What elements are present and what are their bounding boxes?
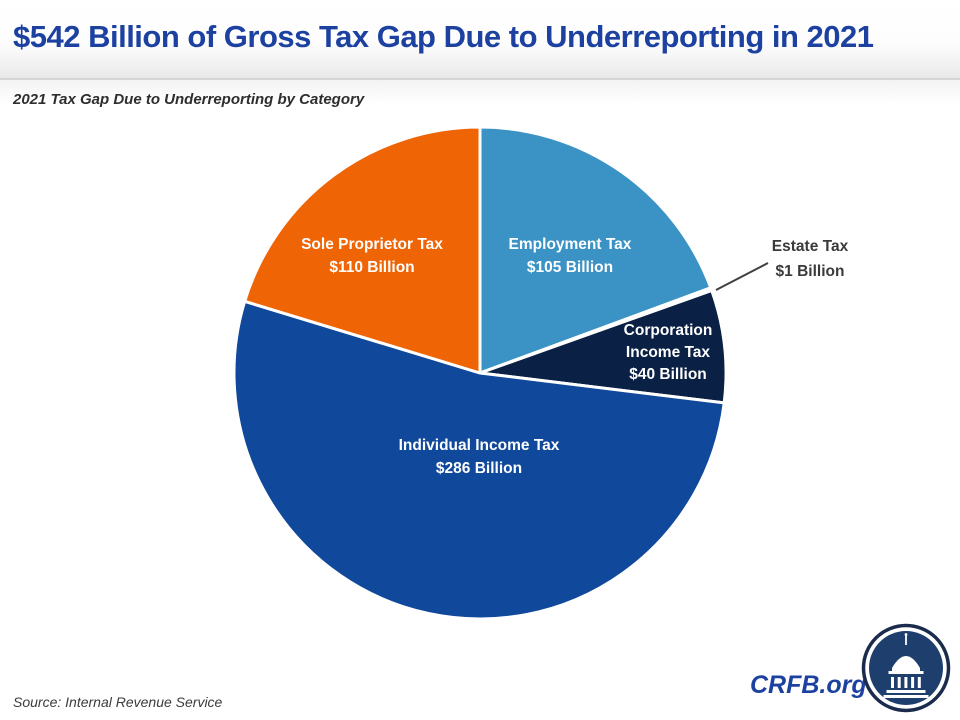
capitol-icon [883,633,929,698]
pie-label-sole-proprietor-tax: Sole Proprietor Tax $110 Billion [301,236,443,276]
pie-slice-corporation-income-tax [478,289,728,405]
subtitle-strip [0,80,960,104]
page-title: $542 Billion of Gross Tax Gap Due to Und… [13,19,874,54]
brand-crfb-org: CRFB.org [750,671,867,699]
pie-label-individual-income-tax: Individual Income Tax $286 Billion [399,437,560,477]
callout-line-estate-tax [715,262,769,291]
pie-slice-employment-tax [478,125,713,375]
capitol-dome-logo-icon [861,623,951,713]
pie-slice-individual-income-tax [232,299,726,621]
source-note: Source: Internal Revenue Service [13,694,223,710]
pie-slice-sole-proprietor-tax [243,125,482,375]
pie-label-estate-tax: Estate Tax $1 Billion [772,238,849,280]
pie-label-employment-tax: Employment Tax $105 Billion [509,236,632,276]
title-band [0,0,960,80]
pie-label-corporation-income-tax: Corporation Income Tax $40 Billion [624,322,713,383]
chart-subtitle: 2021 Tax Gap Due to Underreporting by Ca… [13,91,365,108]
